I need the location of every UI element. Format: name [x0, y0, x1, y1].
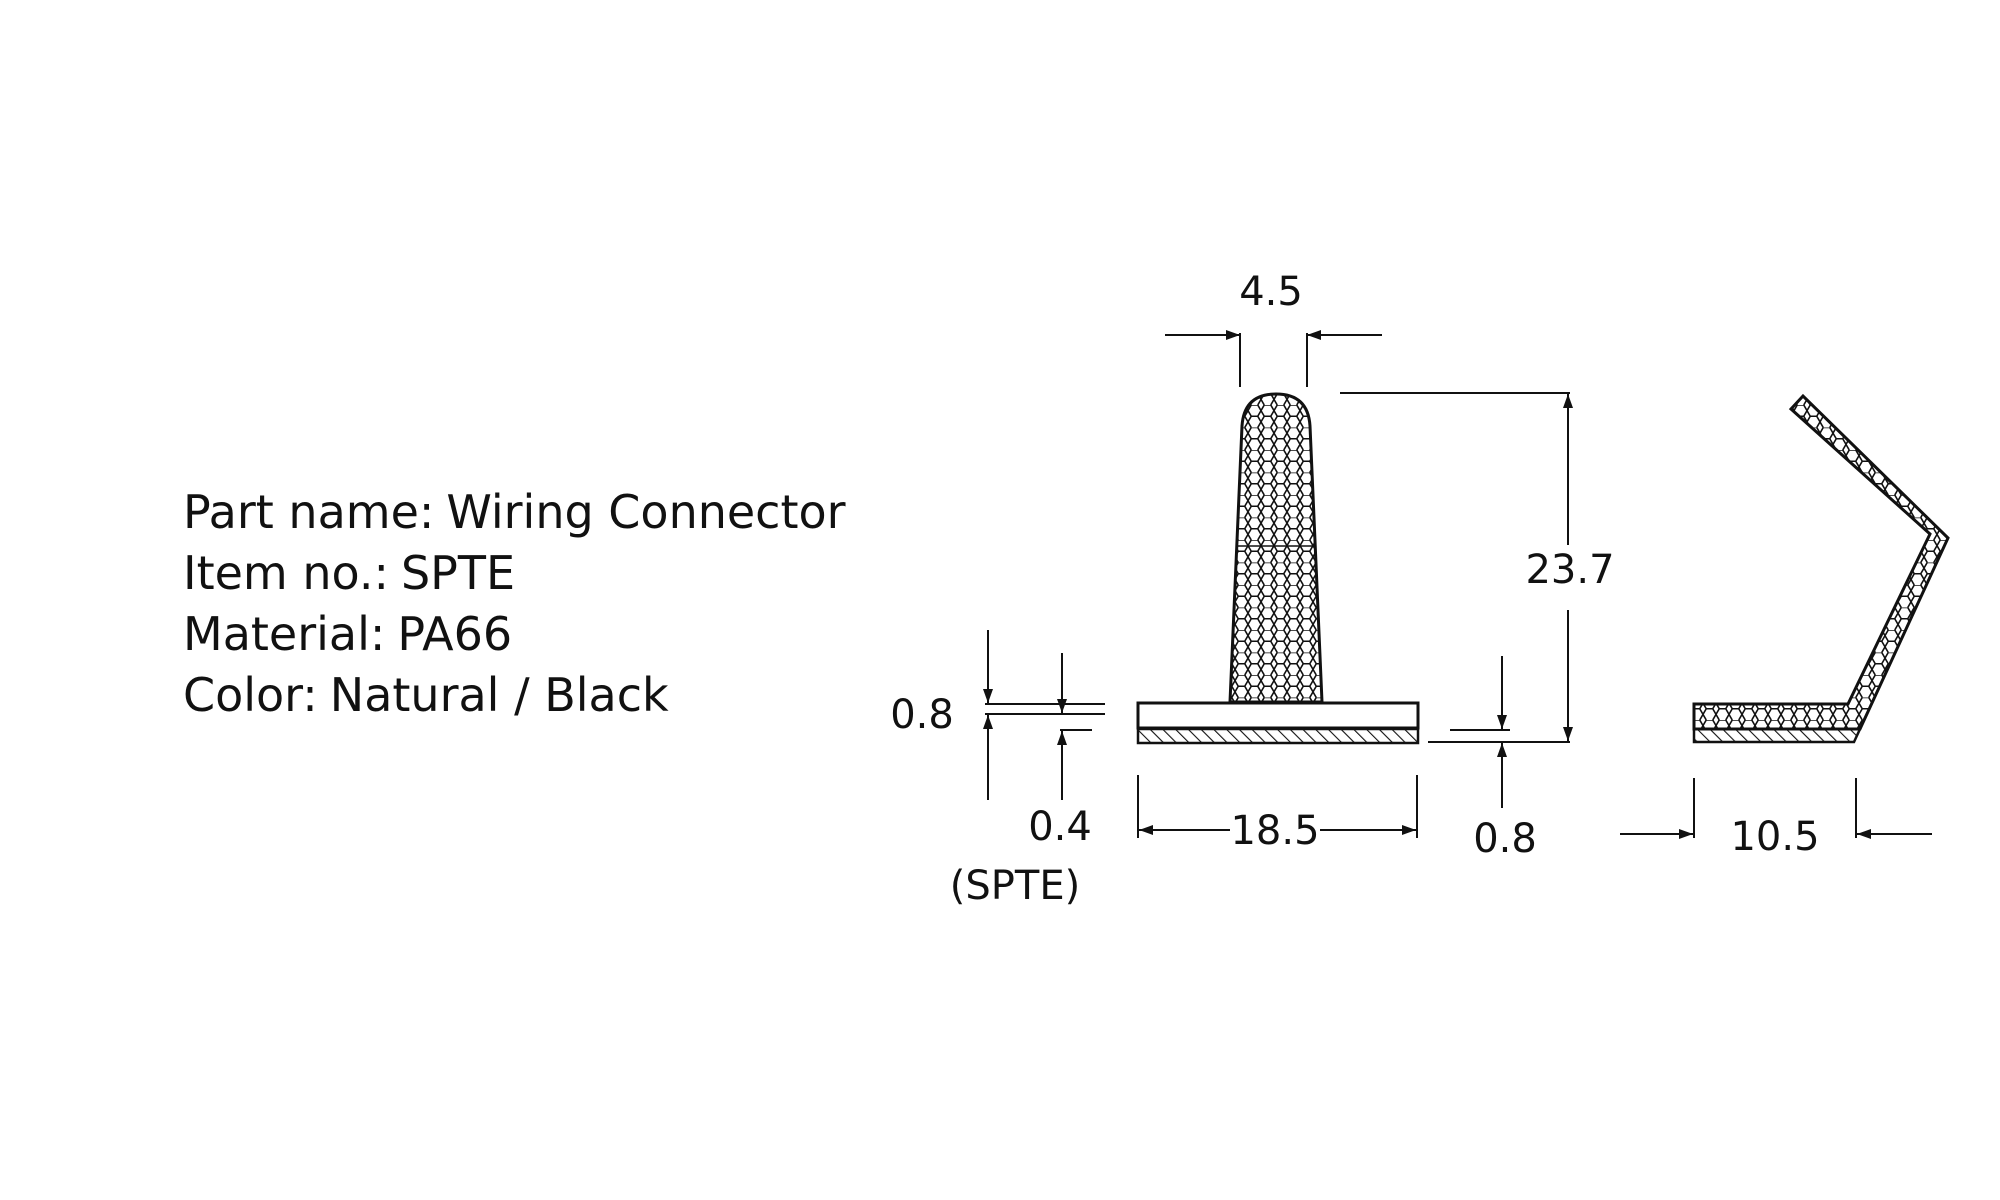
- side-adhesive-layer: [1692, 727, 1862, 744]
- dim-side-width: 10.5: [1620, 778, 1932, 860]
- dim-height-label: 23.7: [1525, 547, 1614, 593]
- dim-base-thickness-label: 0.8: [890, 692, 954, 738]
- dim-adhesive-thickness: 0.4 (SPTE): [950, 653, 1092, 909]
- material-value: PA66: [397, 607, 513, 661]
- dim-side-width-label: 10.5: [1730, 814, 1819, 860]
- part-name-line: Part name: Wiring Connector: [183, 482, 903, 543]
- spec-block: Part name: Wiring Connector Item no.: SPTE…: [183, 482, 903, 726]
- color-value: Natural / Black: [329, 668, 669, 722]
- material-line: Material: PA66: [183, 604, 903, 665]
- model-note-label: (SPTE): [950, 863, 1080, 909]
- side-profile-shape: [1692, 393, 1950, 731]
- part-name-value: Wiring Connector: [446, 485, 846, 539]
- dim-base-width: 18.5: [1137, 775, 1418, 854]
- dim-side-thickness-label: 0.8: [1473, 816, 1537, 862]
- dim-adhesive-thickness-label: 0.4: [1028, 804, 1092, 850]
- part-name-label: Part name:: [183, 485, 435, 539]
- dim-base-width-label: 18.5: [1230, 808, 1319, 854]
- dim-base-thickness: 0.8: [890, 630, 1105, 800]
- color-line: Color: Natural / Black: [183, 665, 903, 726]
- item-no-line: Item no.: SPTE: [183, 543, 903, 604]
- color-label: Color:: [183, 668, 318, 722]
- stem-shape: [1228, 392, 1324, 704]
- item-no-value: SPTE: [400, 546, 516, 600]
- adhesive-layer: [1136, 727, 1420, 745]
- base-plate: [1136, 701, 1420, 730]
- item-no-label: Item no.:: [183, 546, 389, 600]
- side-view: [1692, 393, 1950, 744]
- dim-top-width-label: 4.5: [1239, 269, 1303, 315]
- material-label: Material:: [183, 607, 386, 661]
- dim-side-thickness: 0.8: [1450, 656, 1537, 862]
- dim-top-width: 4.5: [1165, 269, 1382, 387]
- dim-height: 23.7: [1340, 392, 1615, 743]
- front-view: [1136, 392, 1420, 745]
